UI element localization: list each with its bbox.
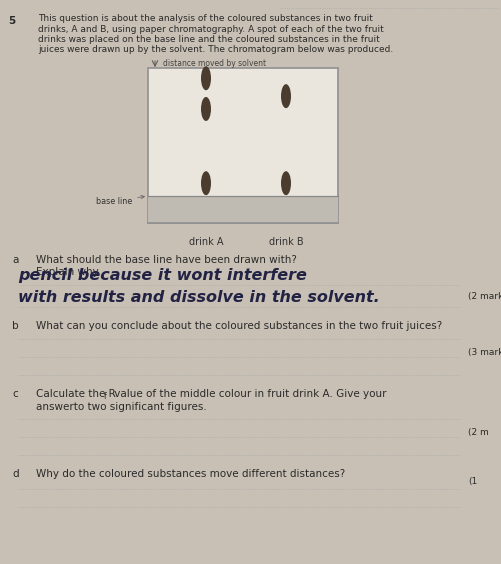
Text: value of the middle colour in fruit drink A. Give your: value of the middle colour in fruit drin… — [111, 389, 386, 399]
Text: base line: base line — [96, 195, 144, 205]
Text: 5: 5 — [8, 16, 15, 26]
Text: (3 mark: (3 mark — [467, 348, 501, 357]
Text: pencil because it wont interfere: pencil because it wont interfere — [18, 268, 306, 283]
Text: c: c — [12, 389, 18, 399]
Text: Explain why.: Explain why. — [36, 267, 100, 277]
Text: b: b — [12, 321, 19, 331]
Text: distance moved by solvent: distance moved by solvent — [163, 59, 266, 68]
Text: drink A: drink A — [188, 237, 223, 247]
Bar — [148, 197, 337, 223]
Text: drink B: drink B — [268, 237, 303, 247]
Text: (2 m: (2 m — [467, 428, 488, 437]
Text: (1: (1 — [467, 477, 476, 486]
Bar — [148, 68, 337, 223]
Text: f: f — [104, 392, 107, 401]
Ellipse shape — [281, 171, 291, 195]
Ellipse shape — [200, 66, 210, 90]
Text: Why do the coloured substances move different distances?: Why do the coloured substances move diff… — [36, 469, 345, 479]
Ellipse shape — [281, 84, 291, 108]
Text: This question is about the analysis of the coloured substances in two fruit: This question is about the analysis of t… — [38, 14, 372, 23]
Text: answerto two significant figures.: answerto two significant figures. — [36, 402, 206, 412]
Ellipse shape — [200, 171, 210, 195]
Text: (2 marks): (2 marks) — [467, 292, 501, 301]
Text: Calculate the R: Calculate the R — [36, 389, 116, 399]
Text: a: a — [12, 255, 19, 265]
Text: d: d — [12, 469, 19, 479]
Text: drinks was placed on the base line and the coloured substances in the fruit: drinks was placed on the base line and t… — [38, 35, 379, 44]
Text: juices were drawn up by the solvent. The chromatogram below was produced.: juices were drawn up by the solvent. The… — [38, 46, 392, 55]
Text: with results and dissolve in the solvent.: with results and dissolve in the solvent… — [18, 290, 379, 305]
Ellipse shape — [200, 97, 210, 121]
Text: What should the base line have been drawn with?: What should the base line have been draw… — [36, 255, 296, 265]
Text: What can you conclude about the coloured substances in the two fruit juices?: What can you conclude about the coloured… — [36, 321, 441, 331]
Text: drinks, A and B, using paper chromatography. A spot of each of the two fruit: drinks, A and B, using paper chromatogra… — [38, 24, 383, 33]
